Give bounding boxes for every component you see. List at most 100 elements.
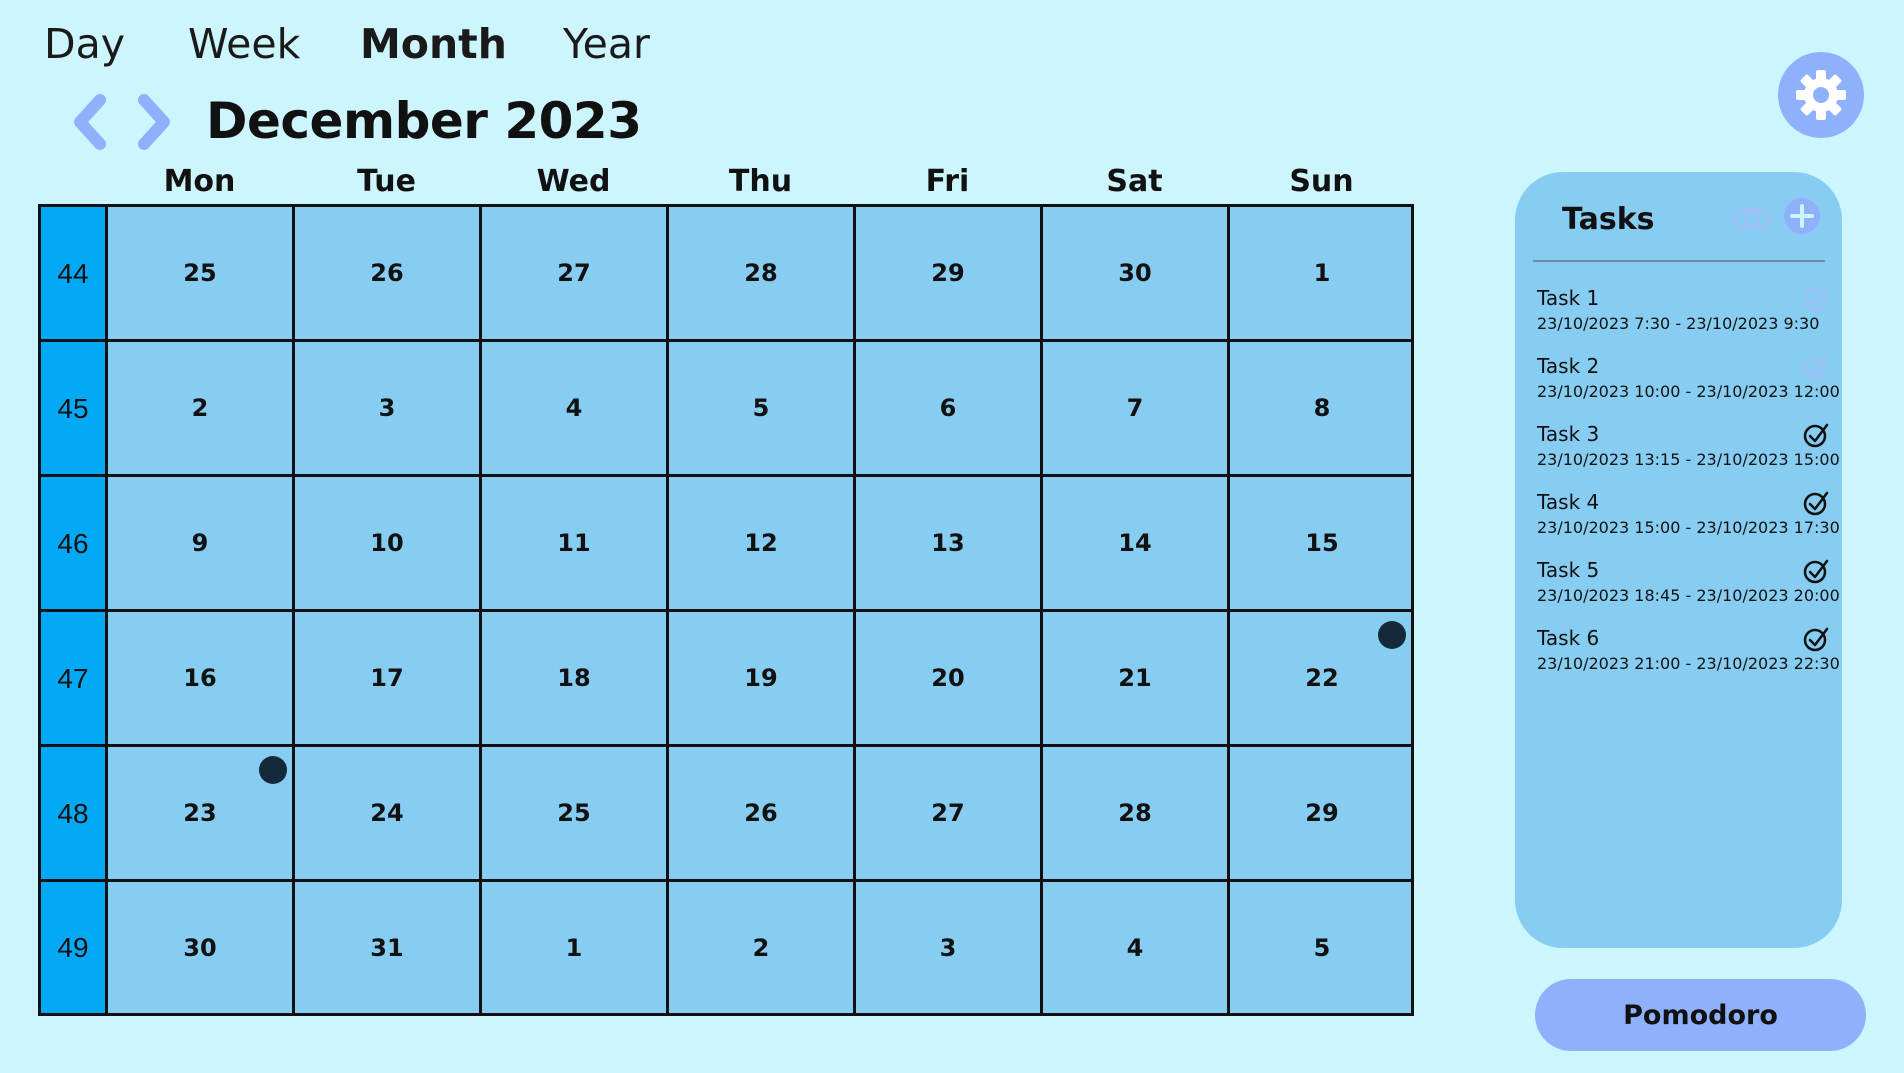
task-time: 23/10/2023 13:15 - 23/10/2023 15:00 [1537,450,1840,469]
day-cell[interactable]: 14 [1043,477,1230,612]
week-number: 46 [57,528,89,559]
day-cell[interactable]: 24 [295,747,482,882]
day-cell[interactable]: 27 [482,207,669,342]
day-number: 21 [1118,664,1152,692]
day-number: 1 [565,934,583,962]
day-cell[interactable]: 1 [482,882,669,1016]
week-divider [41,474,105,477]
check-circle-icon[interactable] [1803,354,1829,380]
day-cell[interactable]: 3 [856,882,1043,1016]
month-title: December 2023 [206,92,642,150]
day-cell[interactable]: 29 [1230,747,1414,882]
day-cell[interactable]: 11 [482,477,669,612]
day-cell[interactable]: 7 [1043,342,1230,477]
day-number: 3 [939,934,957,962]
week-number: 47 [57,663,89,694]
day-number: 27 [557,259,591,287]
check-circle-icon[interactable] [1803,626,1829,652]
day-cell[interactable]: 20 [856,612,1043,747]
event-marker-dot[interactable] [259,756,287,784]
day-cell[interactable]: 4 [1043,882,1230,1016]
task-item[interactable]: Task 6 23/10/2023 21:00 - 23/10/2023 22:3… [1537,626,1840,686]
day-cell[interactable]: 9 [108,477,295,612]
week-divider [41,339,105,342]
day-cell[interactable]: 1 [1230,207,1414,342]
day-number: 19 [744,664,778,692]
day-cell[interactable]: 3 [295,342,482,477]
day-cell[interactable]: 30 [1043,207,1230,342]
chevron-left-icon [74,94,106,150]
day-number: 14 [1118,529,1152,557]
day-number: 23 [183,799,217,827]
day-cell[interactable]: 30 [108,882,295,1016]
day-cell[interactable]: 5 [1230,882,1414,1016]
chevron-right-icon [138,94,170,150]
tab-month[interactable]: Month [360,20,507,68]
pomodoro-button[interactable]: Pomodoro [1535,979,1866,1051]
day-cell[interactable]: 18 [482,612,669,747]
day-cell[interactable]: 26 [295,207,482,342]
day-cell[interactable]: 13 [856,477,1043,612]
task-item[interactable]: Task 3 23/10/2023 13:15 - 23/10/2023 15:0… [1537,422,1840,482]
day-number: 17 [370,664,404,692]
day-cell[interactable]: 17 [295,612,482,747]
day-cell[interactable]: 8 [1230,342,1414,477]
day-cell[interactable]: 31 [295,882,482,1016]
check-circle-icon[interactable] [1803,490,1829,516]
tab-year[interactable]: Year [563,20,650,68]
day-cell[interactable]: 19 [669,612,856,747]
day-cell[interactable]: 10 [295,477,482,612]
day-cell[interactable]: 25 [108,207,295,342]
day-cell[interactable]: 23 [108,747,295,882]
day-cell[interactable]: 27 [856,747,1043,882]
day-cell[interactable]: 26 [669,747,856,882]
check-circle-icon[interactable] [1803,422,1829,448]
task-item[interactable]: Task 5 23/10/2023 18:45 - 23/10/2023 20:0… [1537,558,1840,618]
task-item[interactable]: Task 1 23/10/2023 7:30 - 23/10/2023 9:30 [1537,286,1829,346]
week-number: 49 [57,932,89,963]
day-cell[interactable]: 29 [856,207,1043,342]
day-cell[interactable]: 28 [1043,747,1230,882]
settings-button[interactable] [1778,52,1864,138]
tasks-panel: Tasks Task 1 23/10/2023 7:30 - 23/10/202… [1515,172,1842,948]
day-cell[interactable]: 15 [1230,477,1414,612]
gear-icon [1796,70,1846,120]
task-item[interactable]: Task 2 23/10/2023 10:00 - 23/10/2023 12:0… [1537,354,1840,414]
task-item[interactable]: Task 4 23/10/2023 15:00 - 23/10/2023 17:3… [1537,490,1840,550]
day-number: 6 [939,394,957,422]
day-cell[interactable]: 25 [482,747,669,882]
day-cell[interactable]: 28 [669,207,856,342]
tab-day[interactable]: Day [44,20,125,68]
day-cell[interactable]: 4 [482,342,669,477]
event-marker-dot[interactable] [1378,621,1406,649]
day-cell[interactable]: 16 [108,612,295,747]
check-circle-icon[interactable] [1803,558,1829,584]
eye-icon[interactable] [1729,196,1775,242]
day-cell[interactable]: 21 [1043,612,1230,747]
day-number: 25 [183,259,217,287]
day-cell[interactable]: 12 [669,477,856,612]
day-number: 26 [370,259,404,287]
day-number: 30 [1118,259,1152,287]
weekday-header-tue: Tue [357,164,416,199]
day-number: 1 [1313,259,1331,287]
day-number: 28 [744,259,778,287]
day-cell[interactable]: 2 [108,342,295,477]
next-month-button[interactable] [128,92,180,152]
plus-circle-icon[interactable] [1782,196,1822,236]
task-name: Task 1 [1537,286,1600,310]
day-number: 18 [557,664,591,692]
day-number: 8 [1313,394,1331,422]
tasks-title: Tasks [1562,202,1655,237]
day-cell[interactable]: 22 [1230,612,1414,747]
week-divider [41,744,105,747]
check-circle-icon[interactable] [1803,286,1829,312]
tab-week[interactable]: Week [188,20,301,68]
prev-month-button[interactable] [66,92,118,152]
day-cell[interactable]: 2 [669,882,856,1016]
day-number: 26 [744,799,778,827]
day-cell[interactable]: 6 [856,342,1043,477]
day-cell[interactable]: 5 [669,342,856,477]
day-number: 29 [1305,799,1339,827]
weekday-header-mon: Mon [163,164,236,199]
